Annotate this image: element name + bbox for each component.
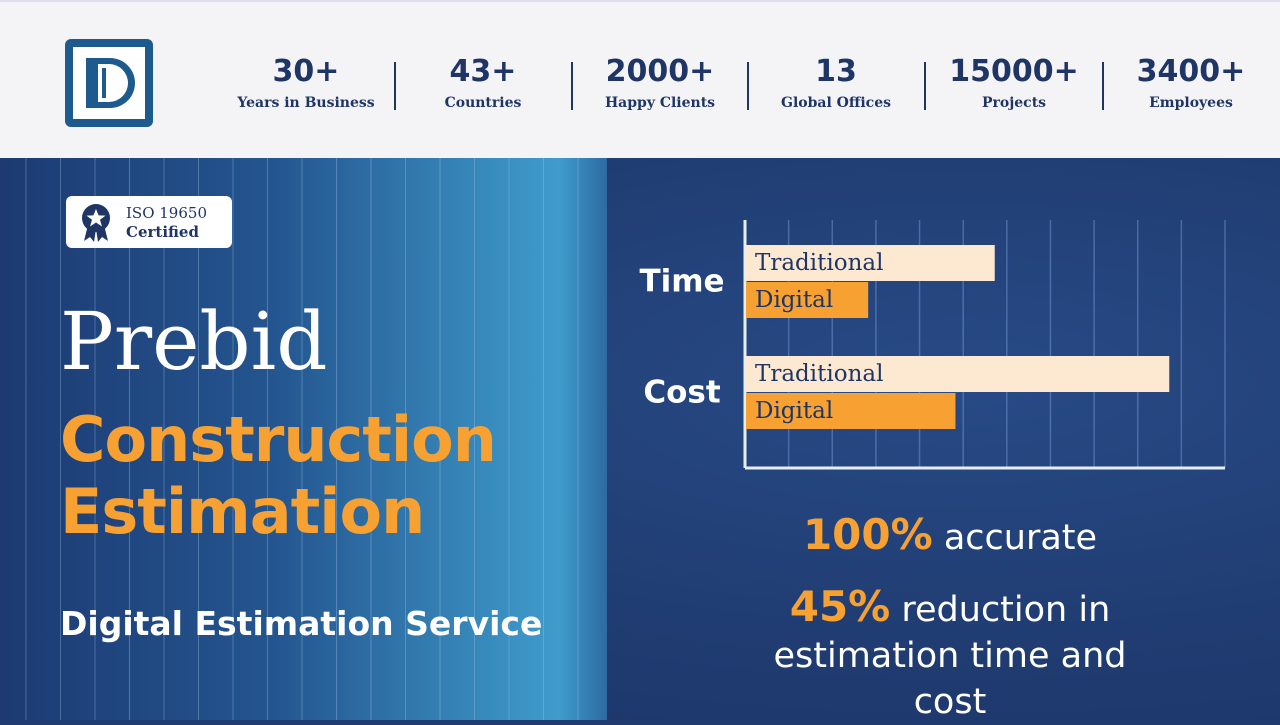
bar-label: Traditional [755, 361, 883, 387]
category-label: Cost [643, 375, 720, 411]
hero-tagline: Digital Estimation Service [60, 604, 543, 643]
bar [746, 245, 995, 281]
hero-background [0, 158, 607, 720]
certification-badge: ISO 19650 Certified [66, 196, 232, 248]
hero-subtitle: Construction [60, 403, 497, 476]
stat-value: 43+ [449, 54, 517, 89]
stat: 43+ Countries [398, 52, 568, 114]
highlight-emphasis: 45% [789, 582, 891, 631]
highlight-text: reduction in estimation time and cost [773, 590, 1127, 722]
logo [65, 39, 153, 127]
stat-value: 2000+ [605, 54, 715, 89]
category-label: Time [639, 264, 724, 300]
bar-chart: Time Traditional Digital Cost Traditional Dig… [639, 220, 1226, 470]
hero-subtitle: Estimation [60, 475, 425, 548]
highlight: 45% reduction in estimation time and cos… [740, 584, 1160, 725]
badge-icon [82, 204, 110, 242]
highlight-text: accurate [943, 518, 1098, 558]
stripes [25, 158, 579, 720]
bar [746, 282, 869, 318]
stat-label: Years in Business [237, 95, 375, 111]
bar-label: Digital [755, 287, 833, 313]
stat: 2000+ Happy Clients [575, 52, 745, 114]
stat-value: 15000+ [949, 54, 1079, 89]
divider [393, 62, 396, 110]
bar [746, 393, 956, 429]
badge-line1: ISO 19650 [126, 204, 207, 222]
divider [924, 62, 926, 110]
stat-label: Happy Clients [604, 95, 716, 111]
stat-value: 3400+ [1136, 54, 1246, 89]
divider [1101, 62, 1104, 110]
stats-header: 30+ Years in Business 43+ Countries 2000+ Hap… [0, 0, 1280, 158]
bar [746, 356, 1170, 392]
divider [747, 62, 749, 110]
stat: 3400+ Employees [1106, 52, 1276, 114]
stat-label: Countries [444, 95, 522, 111]
badge-line2: Certified [126, 223, 199, 241]
stat-label: Global Offices [781, 95, 891, 111]
bar-label: Traditional [755, 250, 883, 276]
stat: 15000+ Projects [929, 52, 1099, 114]
stat-value: 30+ [272, 54, 340, 89]
highlight: 100% accurate [720, 512, 1180, 561]
divider [570, 62, 573, 110]
highlight-emphasis: 100% [802, 510, 933, 559]
bar-label: Digital [755, 398, 833, 424]
hero-title: Prebid [60, 295, 328, 388]
stat-label: Employees [1149, 95, 1233, 111]
stat: 13 Global Offices [751, 52, 921, 114]
stat-label: Projects [981, 95, 1047, 111]
stat: 30+ Years in Business [221, 52, 391, 114]
stat-value: 13 [815, 54, 857, 89]
